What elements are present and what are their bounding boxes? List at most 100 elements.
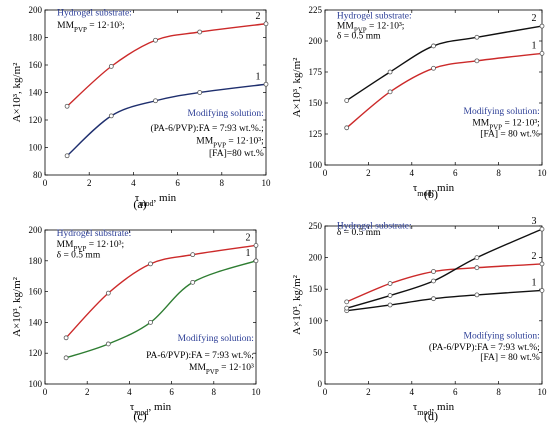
x-axis-label: τmod, min [413, 182, 455, 198]
y-tick-label: 120 [29, 348, 43, 358]
data-point [253, 242, 259, 248]
data-point [63, 355, 69, 361]
data-point [148, 319, 153, 325]
annotation-4: Modifying solution: [178, 333, 254, 344]
x-tick-label: 6 [169, 387, 174, 397]
data-point [387, 69, 393, 75]
x-tick-label: 0 [323, 387, 328, 397]
data-point [539, 288, 545, 293]
annotation-4: (PA-6/PVP):FA = 7:93 wt.%; [429, 342, 540, 353]
annotation-2: MMPVP = 12·10³; [337, 22, 405, 35]
annotation-3: δ = 0.5 mm [57, 251, 101, 261]
y-tick-label: 160 [29, 287, 43, 297]
data-point [431, 296, 436, 302]
x-tick-label: 10 [262, 178, 272, 188]
y-tick-label: 100 [29, 379, 43, 389]
series-line-2 [346, 263, 543, 303]
y-tick-label: 140 [29, 317, 43, 327]
data-point [105, 341, 111, 347]
y-axis-label: A×10³, kg/m² [291, 274, 303, 335]
data-point [474, 34, 480, 40]
y-tick-label: 100 [29, 143, 43, 153]
x-tick-label: 4 [131, 178, 136, 188]
y-tick-label: 200 [309, 36, 323, 46]
y-tick-label: 80 [33, 170, 43, 180]
annotation-1: Hydrogel substrate: [57, 229, 132, 239]
plot-frame [324, 9, 543, 166]
x-tick-label: 8 [212, 387, 217, 397]
plot-frame [324, 225, 543, 385]
x-tick-label: 4 [410, 168, 415, 178]
y-tick-label: 200 [29, 225, 43, 235]
data-point [387, 302, 393, 308]
x-tick-label: 0 [43, 178, 48, 188]
x-tick-label: 6 [453, 168, 458, 178]
data-point [539, 261, 545, 267]
data-point [474, 58, 480, 64]
annotation-1: Hydrogel substrate: [57, 9, 132, 19]
y-tick-label: 50 [313, 347, 323, 357]
annotation-4: Modifying solution: [464, 106, 540, 117]
x-tick-label: 8 [496, 387, 501, 397]
y-tick-label: 150 [309, 284, 323, 294]
series-label-1: 1 [246, 248, 251, 259]
y-tick-label: 150 [309, 98, 323, 108]
annotation-3: Modifying solution: [188, 108, 264, 119]
data-point [153, 37, 158, 43]
y-tick-label: 100 [309, 316, 323, 326]
data-point [190, 279, 196, 285]
data-point [344, 305, 350, 311]
data-point [105, 290, 111, 296]
data-point [153, 98, 158, 104]
panel-label: (d) [424, 409, 438, 423]
data-point [64, 153, 70, 159]
data-point [253, 258, 259, 264]
series-label-2: 2 [256, 11, 261, 22]
chart-panel-2: 0 2 4 6 8 10 100 125 150 175 200 225 τmod, min A×10³,… [291, 5, 547, 201]
x-tick-label: 8 [496, 168, 501, 178]
series-line-1 [346, 289, 543, 312]
annotation-6: [FA]=80 wt.% [209, 149, 264, 159]
x-tick-label: 2 [366, 168, 371, 178]
data-point [108, 63, 114, 69]
data-point [64, 103, 70, 109]
data-point [431, 278, 436, 284]
data-point [263, 81, 269, 87]
data-point [263, 21, 269, 27]
data-point [431, 43, 436, 49]
annotation-4: (PA-6/PVP):FA = 7:93 wt.%.; [150, 123, 263, 134]
data-point [539, 226, 545, 232]
data-point [387, 293, 393, 298]
annotation-1: Hydrogel substrate: [337, 222, 412, 232]
annotation-6: MMPVP = 12·10³ [189, 363, 254, 376]
series-line-2 [66, 23, 267, 107]
x-tick-label: 6 [453, 387, 458, 397]
data-point [197, 29, 203, 35]
y-tick-label: 125 [309, 129, 323, 139]
y-axis-label: A×10³, kg/m² [11, 62, 23, 123]
data-point [63, 335, 69, 341]
x-tick-label: 2 [87, 178, 92, 188]
annotation-3: δ = 0.5 mm [337, 32, 381, 42]
data-point [539, 51, 545, 56]
x-tick-label: 0 [323, 168, 328, 178]
series-label-2: 2 [532, 251, 537, 262]
chart-panel-1: 0 2 4 6 8 10 80 100 120 140 160 180 200 τmod, min A×10… [11, 5, 271, 211]
x-tick-label: 0 [43, 387, 48, 397]
x-tick-label: 4 [127, 387, 132, 397]
data-point [148, 261, 153, 267]
series-label-1: 1 [256, 71, 261, 82]
y-tick-label: 200 [309, 253, 323, 263]
x-axis-label: τmod, min [130, 401, 172, 417]
x-axis-label: τmod, min [135, 192, 177, 208]
data-point [474, 292, 480, 298]
y-tick-label: 225 [309, 5, 323, 15]
y-tick-label: 250 [309, 221, 323, 231]
y-tick-label: 100 [309, 160, 323, 170]
data-point [539, 23, 545, 29]
x-tick-label: 6 [175, 178, 180, 188]
annotation-6: [FA] = 80 wt.% [480, 129, 540, 139]
annotation-5: PA-6/PVP):FA = 7:93 wt.%; [146, 350, 254, 361]
